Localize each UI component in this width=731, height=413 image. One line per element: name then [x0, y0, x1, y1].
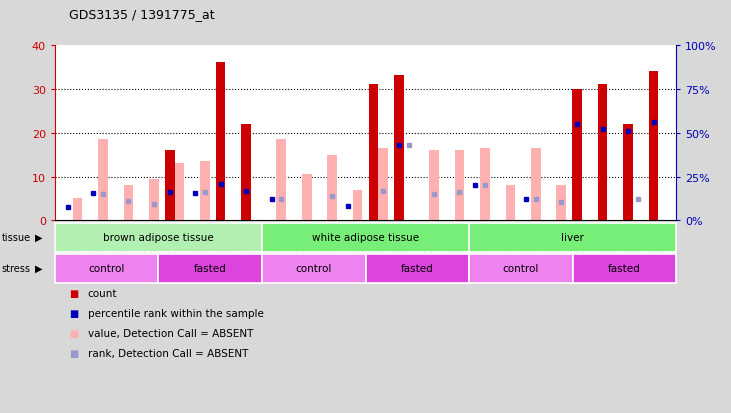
Text: liver: liver [561, 233, 584, 242]
Bar [624, 124, 633, 221]
Text: fasted: fasted [608, 263, 641, 273]
Text: value, Detection Call = ABSENT: value, Detection Call = ABSENT [88, 328, 253, 338]
Bar [72, 199, 83, 221]
Bar [598, 85, 607, 221]
Text: control: control [295, 263, 332, 273]
Text: rank, Detection Call = ABSENT: rank, Detection Call = ABSENT [88, 348, 248, 358]
Bar [241, 124, 251, 221]
Bar [216, 63, 225, 221]
Bar [175, 164, 184, 221]
Bar [469, 254, 572, 283]
Bar [302, 175, 311, 221]
Bar [164, 151, 175, 221]
Bar [531, 149, 541, 221]
Bar [276, 140, 286, 221]
Text: percentile rank within the sample: percentile rank within the sample [88, 308, 264, 318]
Text: control: control [503, 263, 539, 273]
Bar [455, 151, 464, 221]
Text: GDS3135 / 1391775_at: GDS3135 / 1391775_at [69, 8, 215, 21]
Text: brown adipose tissue: brown adipose tissue [103, 233, 213, 242]
Bar [572, 89, 582, 221]
Bar [55, 254, 159, 283]
Bar [378, 149, 388, 221]
Text: fasted: fasted [401, 263, 433, 273]
Bar [55, 223, 262, 252]
Bar [480, 149, 490, 221]
Text: ■: ■ [69, 348, 79, 358]
Bar [368, 85, 378, 221]
Bar [556, 186, 567, 221]
Bar [572, 254, 676, 283]
Text: control: control [88, 263, 125, 273]
Text: fasted: fasted [194, 263, 227, 273]
Bar [149, 179, 159, 221]
Bar [506, 186, 515, 221]
Bar [353, 190, 363, 221]
Bar [98, 140, 107, 221]
Text: ▶: ▶ [35, 233, 42, 242]
Bar [262, 254, 366, 283]
Text: count: count [88, 288, 117, 298]
Text: ■: ■ [69, 328, 79, 338]
Text: ■: ■ [69, 308, 79, 318]
Bar [469, 223, 676, 252]
Bar [366, 254, 469, 283]
Bar [200, 162, 210, 221]
Bar [124, 186, 133, 221]
Text: white adipose tissue: white adipose tissue [312, 233, 419, 242]
Bar [429, 151, 439, 221]
Bar [648, 72, 659, 221]
Bar [327, 155, 337, 221]
Bar [394, 76, 404, 221]
Text: ▶: ▶ [35, 263, 42, 273]
Bar [262, 223, 469, 252]
Text: stress: stress [1, 263, 31, 273]
Bar [159, 254, 262, 283]
Text: ■: ■ [69, 288, 79, 298]
Text: tissue: tissue [1, 233, 31, 242]
